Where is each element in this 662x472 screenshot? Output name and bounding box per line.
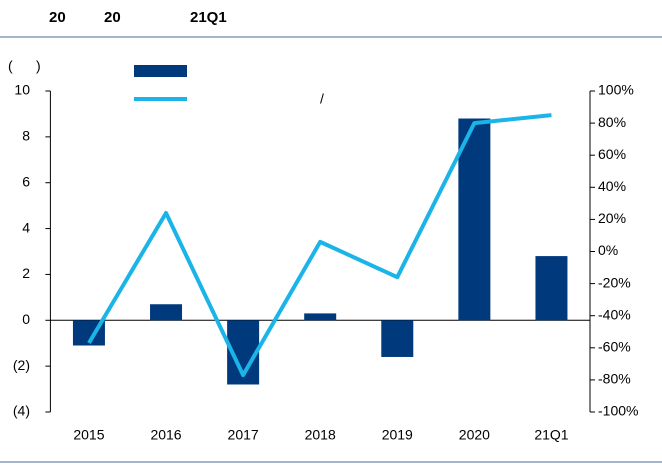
y2-tick-label: -40%: [598, 306, 631, 322]
bar: [150, 304, 183, 321]
y2-tick-label: -100%: [598, 403, 638, 419]
x-tick-label: 2019: [382, 427, 413, 443]
y2-tick-label: 20%: [598, 210, 626, 226]
y2-tick-label: -60%: [598, 339, 631, 355]
y-axis-label: ( ): [8, 58, 41, 74]
y-tick-label: 0: [22, 311, 30, 327]
y-tick-label: 2: [22, 265, 30, 281]
y-tick-label: (4): [13, 403, 30, 419]
x-tick-label: 2017: [228, 427, 259, 443]
x-tick-label: 2018: [305, 427, 336, 443]
y2-tick-label: -20%: [598, 274, 631, 290]
y2-tick-label: 40%: [598, 178, 626, 194]
y2-tick-label: 0%: [598, 242, 618, 258]
y-tick-label: 6: [22, 173, 30, 189]
annotation: /: [320, 91, 324, 107]
bar: [304, 313, 337, 321]
legend-swatch: [134, 65, 187, 77]
y-tick-label: 4: [22, 219, 30, 235]
y2-tick-label: -80%: [598, 371, 631, 387]
title-part: 21Q1: [190, 9, 227, 26]
x-tick-label: 2020: [459, 427, 490, 443]
bar: [535, 256, 568, 321]
y-tick-label: 10: [14, 82, 30, 98]
bar: [381, 320, 414, 357]
y2-tick-label: 60%: [598, 146, 626, 162]
x-tick-label: 2015: [73, 427, 104, 443]
title-part: 20: [104, 9, 121, 26]
title-part: 20: [49, 9, 66, 26]
y-tick-label: (2): [13, 357, 30, 373]
bar: [458, 118, 491, 321]
y-tick-label: 8: [22, 128, 30, 144]
y2-tick-label: 100%: [598, 82, 634, 98]
line: [87, 113, 552, 378]
y2-tick-label: 80%: [598, 114, 626, 130]
x-tick-label: 21Q1: [534, 427, 568, 443]
x-tick-label: 2016: [150, 427, 181, 443]
